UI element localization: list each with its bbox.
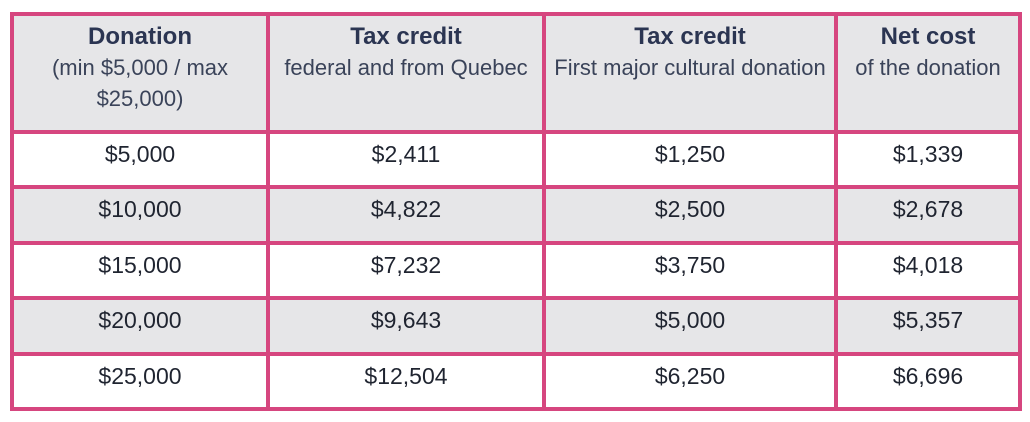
cell-net-cost: $2,678 [834, 185, 1022, 245]
header-subtitle: (min $5,000 / max $25,000) [51, 55, 229, 111]
cell-tax-credit-cultural: $3,750 [542, 240, 838, 301]
table-row: $25,000 $12,504 $6,250 $6,696 [10, 351, 1022, 412]
cell-donation: $5,000 [10, 129, 270, 190]
cell-donation: $15,000 [10, 240, 270, 301]
header-tax-credit-federal-quebec: Tax credit federal and from Quebec [266, 12, 546, 134]
header-subtitle: federal and from Quebec [284, 55, 528, 80]
header-subtitle: of the donation [855, 55, 1001, 80]
cell-donation: $20,000 [10, 296, 270, 356]
cell-donation: $10,000 [10, 185, 270, 245]
table-row: $20,000 $9,643 $5,000 $5,357 [10, 296, 1022, 356]
header-title: Tax credit [350, 23, 462, 50]
cell-tax-credit-federal-quebec: $4,822 [266, 185, 546, 245]
header-donation: Donation (min $5,000 / max $25,000) [10, 12, 270, 134]
header-tax-credit-first-major-cultural: Tax credit First major cultural donation [542, 12, 838, 134]
cell-tax-credit-federal-quebec: $9,643 [266, 296, 546, 356]
header-title: Net cost [880, 23, 976, 50]
cell-tax-credit-cultural: $1,250 [542, 129, 838, 190]
table-row: $5,000 $2,411 $1,250 $1,339 [10, 129, 1022, 190]
header-title: Tax credit [634, 23, 746, 50]
cell-donation: $25,000 [10, 351, 270, 412]
cell-net-cost: $4,018 [834, 240, 1022, 301]
cell-tax-credit-cultural: $2,500 [542, 185, 838, 245]
donation-tax-credit-table: Donation (min $5,000 / max $25,000) Tax … [10, 12, 1022, 412]
cell-tax-credit-cultural: $5,000 [542, 296, 838, 356]
cell-net-cost: $5,357 [834, 296, 1022, 356]
cell-tax-credit-federal-quebec: $7,232 [266, 240, 546, 301]
table-row: $15,000 $7,232 $3,750 $4,018 [10, 240, 1022, 301]
header-subtitle: First major cultural donation [554, 55, 826, 80]
cell-tax-credit-federal-quebec: $2,411 [266, 129, 546, 190]
header-row: Donation (min $5,000 / max $25,000) Tax … [10, 12, 1022, 134]
cell-net-cost: $1,339 [834, 129, 1022, 190]
header-net-cost: Net cost of the donation [834, 12, 1022, 134]
cell-net-cost: $6,696 [834, 351, 1022, 412]
cell-tax-credit-cultural: $6,250 [542, 351, 838, 412]
header-title: Donation [88, 23, 192, 50]
cell-tax-credit-federal-quebec: $12,504 [266, 351, 546, 412]
table-row: $10,000 $4,822 $2,500 $2,678 [10, 185, 1022, 245]
